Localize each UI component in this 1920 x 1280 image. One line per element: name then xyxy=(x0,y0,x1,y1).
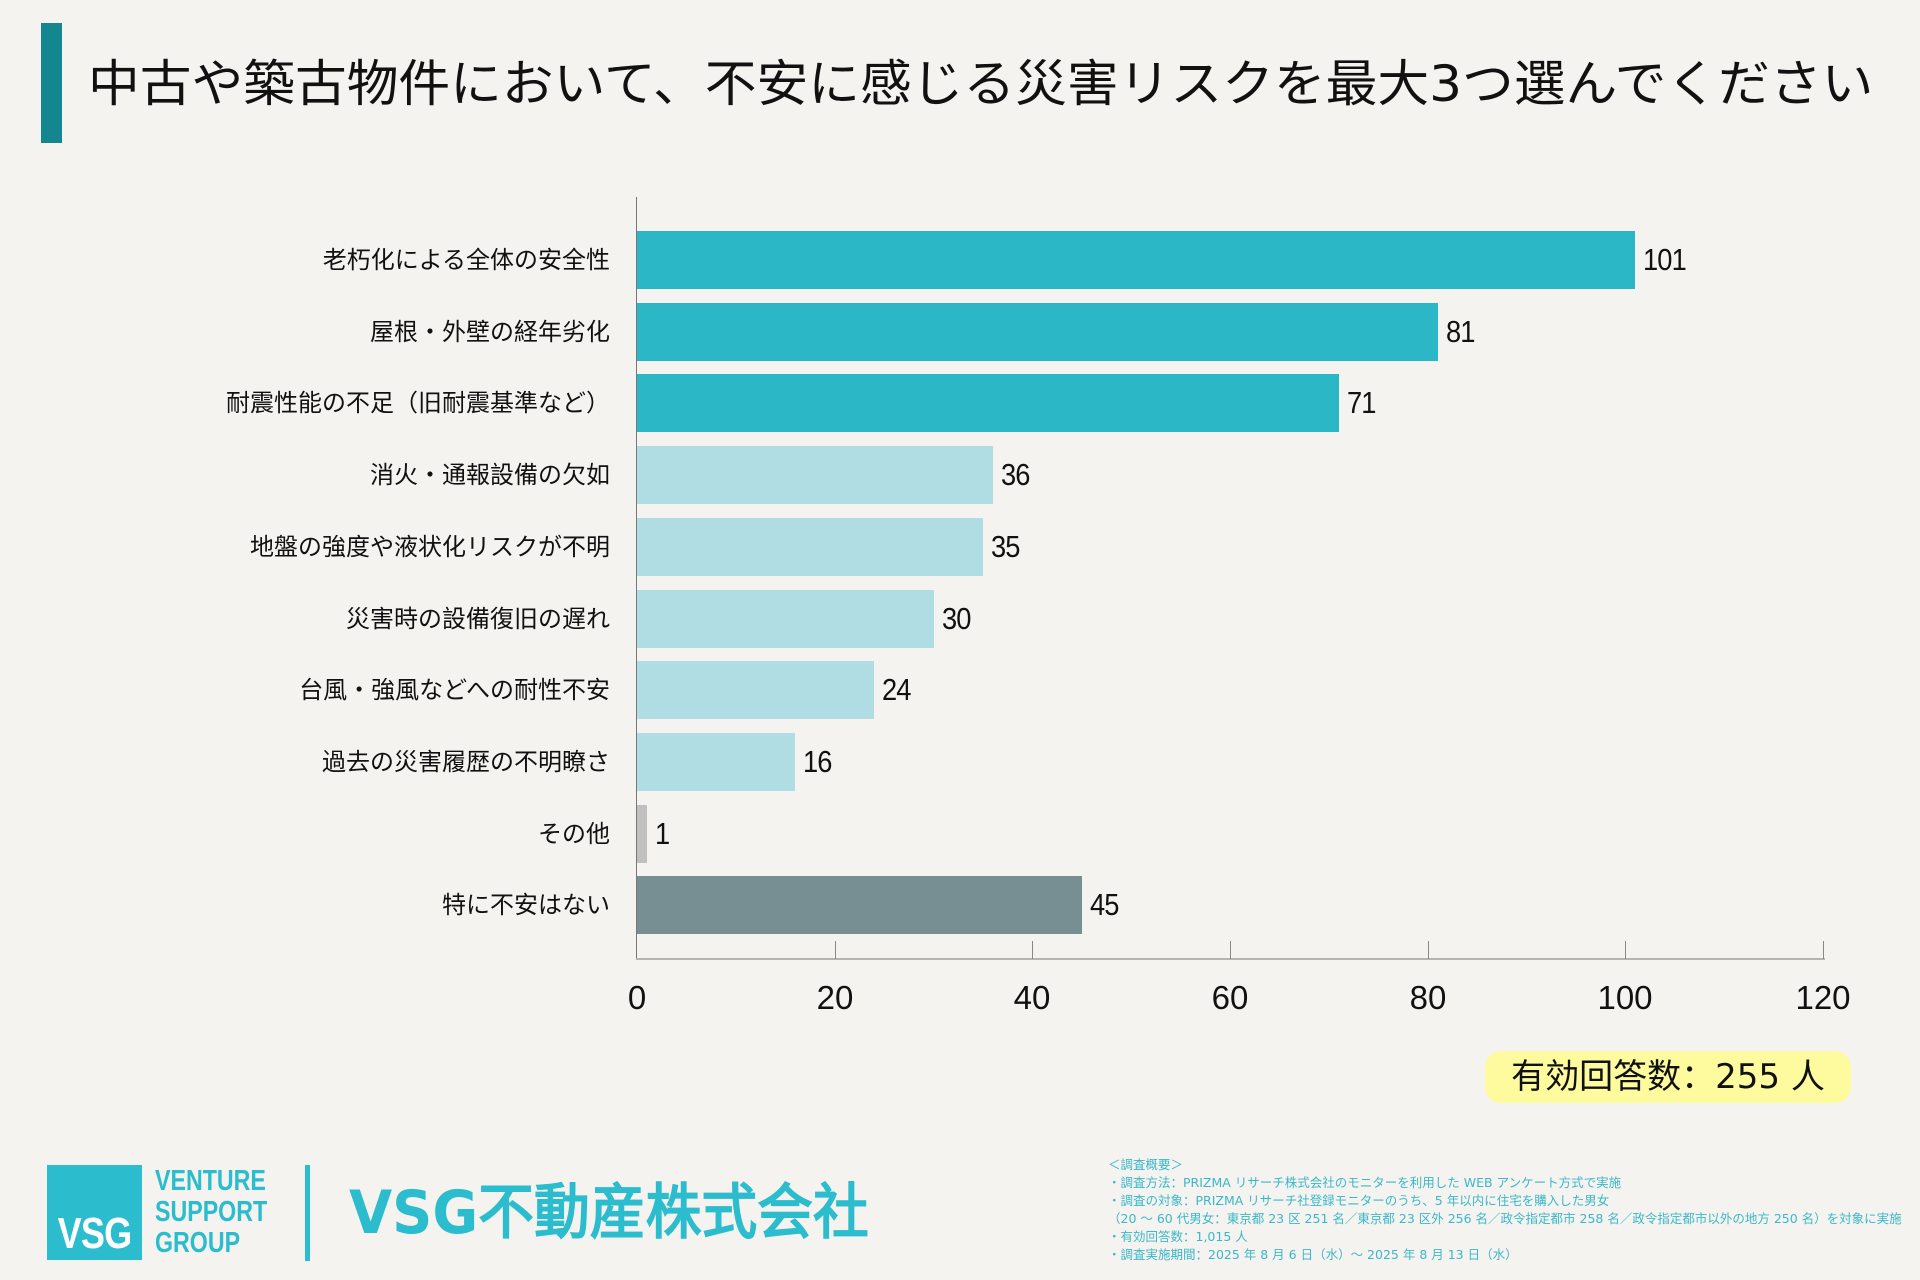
x-axis-line xyxy=(636,958,1825,960)
survey-line: ・有効回答数：1,015 人 xyxy=(1108,1229,1248,1244)
category-label: 消火・通報設備の欠如 xyxy=(370,461,610,489)
survey-overview: ＜調査概要＞ ・調査方法：PRIZMA リサーチ株式会社のモニターを利用した W… xyxy=(1108,1156,1908,1264)
company-name: VSG不動産株式会社 xyxy=(349,1178,869,1248)
bar xyxy=(637,661,874,719)
effective-responses-badge: 有効回答数：255 人 xyxy=(1485,1051,1851,1103)
bar xyxy=(637,231,1635,289)
survey-line: ・調査方法：PRIZMA リサーチ株式会社のモニターを利用した WEB アンケー… xyxy=(1108,1175,1622,1190)
logo-divider xyxy=(305,1165,310,1261)
x-tick xyxy=(1230,941,1231,959)
bar xyxy=(637,805,647,863)
logo-wordmark: VENTURE SUPPORT GROUP xyxy=(155,1165,268,1259)
x-tick-label: 20 xyxy=(816,979,854,1016)
bar xyxy=(637,733,795,791)
x-tick-label: 100 xyxy=(1597,979,1653,1016)
survey-line: ・調査の対象：PRIZMA リサーチ社登録モニターのうち、5 年以内に住宅を購入… xyxy=(1108,1193,1610,1208)
bar xyxy=(637,374,1339,432)
category-label: 地盤の強度や液状化リスクが不明 xyxy=(250,533,610,561)
value-label: 81 xyxy=(1446,314,1475,349)
bar xyxy=(637,590,934,648)
value-label: 24 xyxy=(882,672,911,707)
bar xyxy=(637,518,983,576)
vsg-logo-mark: VSG xyxy=(47,1165,142,1260)
x-tick-label: 60 xyxy=(1211,979,1249,1016)
category-label: その他 xyxy=(538,820,610,848)
value-label: 16 xyxy=(803,744,832,779)
x-tick xyxy=(1032,941,1033,959)
value-label: 101 xyxy=(1643,242,1687,277)
title-accent-bar xyxy=(41,23,62,143)
x-tick xyxy=(1823,941,1824,959)
value-label: 1 xyxy=(655,816,670,851)
category-label: 過去の災害履歴の不明瞭さ xyxy=(322,748,610,776)
category-label: 老朽化による全体の安全性 xyxy=(322,246,610,274)
survey-line: ・調査実施期間：2025 年 8 月 6 日（水）～ 2025 年 8 月 13… xyxy=(1108,1247,1518,1262)
x-tick-label: 40 xyxy=(1013,979,1051,1016)
bar-chart: 老朽化による全体の安全性 101 屋根・外壁の経年劣化 81 耐震性能の不足（旧耐震基準… xyxy=(226,197,1851,1016)
x-tick-label: 0 xyxy=(627,979,647,1016)
value-label: 36 xyxy=(1001,457,1030,492)
value-label: 71 xyxy=(1347,385,1376,420)
x-tick xyxy=(1428,941,1429,959)
logo-word: GROUP xyxy=(155,1227,241,1259)
bar xyxy=(637,446,993,504)
bar xyxy=(637,876,1082,934)
value-label: 35 xyxy=(991,529,1020,564)
value-label: 45 xyxy=(1090,887,1119,922)
logo-mark-text: VSG xyxy=(57,1209,133,1258)
category-label: 特に不安はない xyxy=(442,891,610,919)
x-tick xyxy=(1625,941,1626,959)
survey-heading: ＜調査概要＞ xyxy=(1108,1157,1184,1172)
survey-line: （20 ～ 60 代男女：東京都 23 区 251 名／東京都 23 区外 25… xyxy=(1108,1211,1902,1226)
x-tick-label: 120 xyxy=(1795,979,1851,1016)
category-label: 台風・強風などへの耐性不安 xyxy=(299,676,610,704)
logo-word: VENTURE xyxy=(155,1165,266,1197)
value-label: 30 xyxy=(942,601,971,636)
category-label: 耐震性能の不足（旧耐震基準など） xyxy=(226,389,610,417)
y-axis-line xyxy=(636,197,637,960)
logo-word: SUPPORT xyxy=(155,1196,268,1228)
page-title: 中古や築古物件において、不安に感じる災害リスクを最大3つ選んでください xyxy=(88,55,1874,113)
category-label: 災害時の設備復旧の遅れ xyxy=(346,605,610,633)
bar xyxy=(637,303,1438,361)
x-tick-label: 80 xyxy=(1409,979,1447,1016)
category-label: 屋根・外壁の経年劣化 xyxy=(370,318,610,346)
x-tick xyxy=(835,941,836,959)
